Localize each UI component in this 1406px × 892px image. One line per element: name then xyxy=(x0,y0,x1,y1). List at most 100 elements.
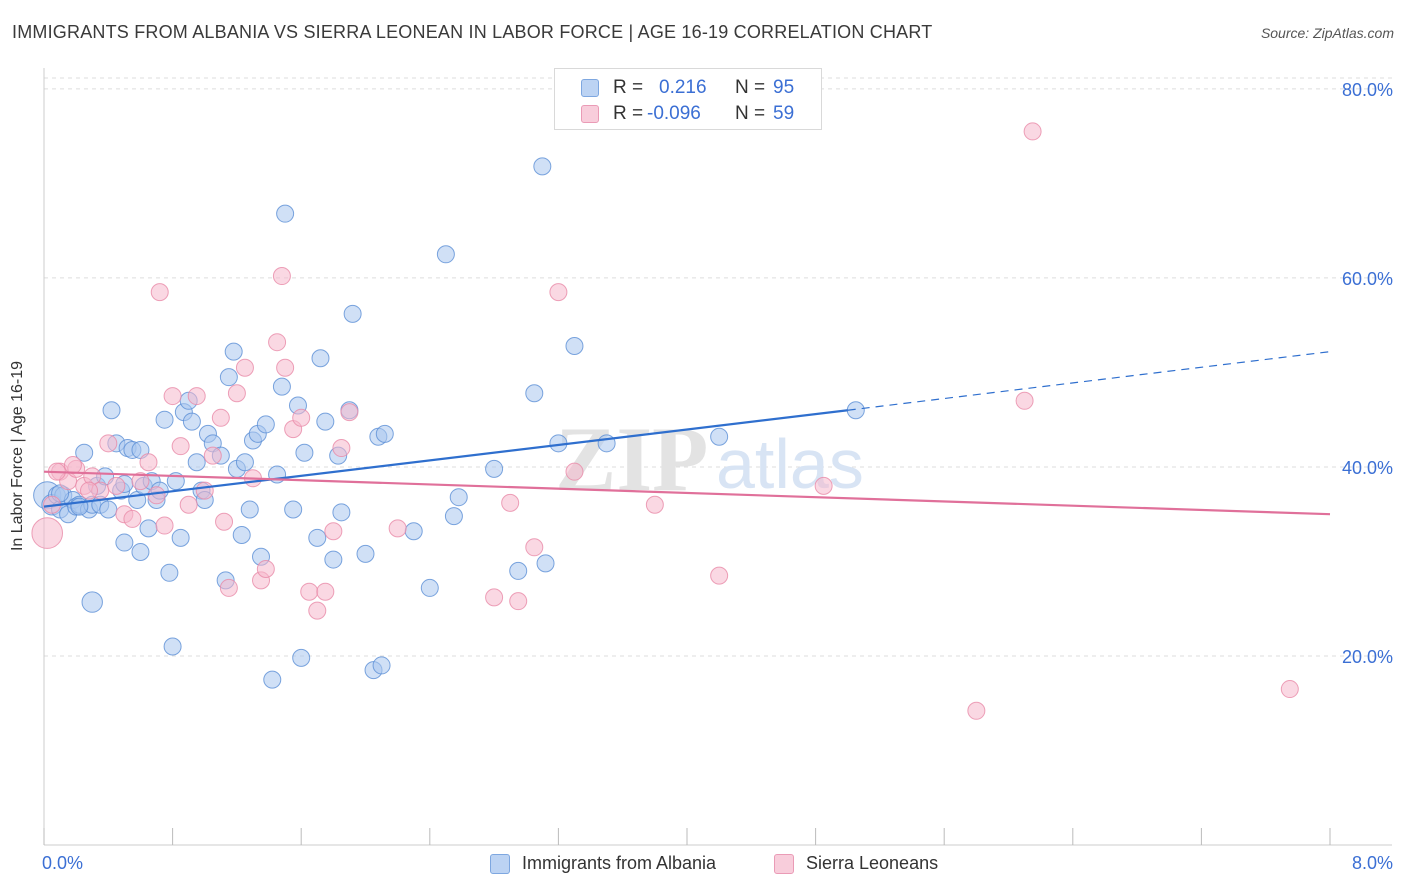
sierra-leone-point xyxy=(31,517,64,549)
sierra-leone-point xyxy=(150,283,169,302)
sierra-leone-point xyxy=(131,472,150,491)
albania-point xyxy=(565,336,584,355)
albania-point xyxy=(444,507,463,526)
albania-point xyxy=(139,519,158,538)
sierra-leone-point xyxy=(509,592,528,611)
albania-point xyxy=(356,544,375,563)
sierra-leone-point xyxy=(163,387,182,406)
sierra-leone-point xyxy=(324,522,343,541)
y-tick-label: 40.0% xyxy=(1342,458,1393,478)
albania-point xyxy=(292,648,311,667)
sierra-leone-point xyxy=(316,582,335,601)
legend-r-label: R = xyxy=(613,103,644,124)
sierra-leone-point xyxy=(179,495,198,514)
legend-swatch-blue xyxy=(581,79,599,97)
legend-n-label: N = xyxy=(735,103,766,124)
y-axis-label: In Labor Force | Age 16-19 xyxy=(9,360,26,552)
watermark-atlas: atlas xyxy=(716,425,864,503)
albania-point xyxy=(182,412,201,431)
watermark-zip: ZIP xyxy=(555,408,708,510)
sierra-leone-point xyxy=(80,481,99,500)
sierra-leone-point xyxy=(645,495,664,514)
albania-point xyxy=(316,412,335,431)
albania-point xyxy=(224,342,243,361)
sierra-leone-point xyxy=(63,456,82,475)
trend-lines xyxy=(43,351,1331,516)
x-tick-label: 0.0% xyxy=(42,853,83,873)
albania-point xyxy=(187,453,206,472)
sierra-leone-point xyxy=(1023,122,1042,141)
sierra-leone-point xyxy=(171,437,190,456)
axes xyxy=(43,68,1392,846)
albania-point xyxy=(272,377,291,396)
albania-point xyxy=(163,637,182,656)
sierra-leone-point xyxy=(967,701,986,720)
albania-point xyxy=(276,204,295,223)
sierra-leone-point xyxy=(107,476,126,495)
sierra-leone-point xyxy=(211,408,230,427)
albania-point xyxy=(308,528,327,547)
y-tick-label: 60.0% xyxy=(1342,269,1393,289)
sierra-leone-point xyxy=(187,387,206,406)
albania-point xyxy=(219,368,238,387)
legend-label-sierra-leone: Sierra Leoneans xyxy=(806,853,939,873)
sierra-leone-point xyxy=(525,538,544,557)
albania-point xyxy=(155,410,174,429)
albania-point xyxy=(99,500,118,519)
y-tick-label: 20.0% xyxy=(1342,647,1393,667)
albania-point xyxy=(536,554,555,573)
albania-point xyxy=(710,427,729,446)
legend-n-label: N = xyxy=(735,77,766,98)
legend-r-value: 0.216 xyxy=(659,77,707,98)
albania-point xyxy=(81,591,103,613)
albania-point xyxy=(232,526,251,544)
albania-point xyxy=(160,563,179,582)
sierra-leone-point xyxy=(123,509,142,528)
sierra-leone-point xyxy=(219,578,238,597)
legend-r-label: R = xyxy=(613,77,644,98)
tick-labels: 20.0% 40.0% 60.0% 80.0% 0.0% 8.0% xyxy=(42,80,1393,873)
sierra-leone-point xyxy=(340,403,359,422)
legend-swatch-pink xyxy=(581,105,599,123)
sierra-leone-point xyxy=(1015,391,1034,410)
albania-point xyxy=(263,670,282,689)
sierra-leone-point xyxy=(814,476,833,495)
sierra-leone-point xyxy=(227,384,246,403)
legend-swatch-pink xyxy=(774,854,794,874)
sierra-leone-point xyxy=(485,588,504,607)
sierra-leone-point xyxy=(268,333,287,352)
albania-point xyxy=(404,522,423,541)
albania-point xyxy=(311,349,330,368)
sierra-leone-point xyxy=(308,601,327,620)
sierra-leone-point xyxy=(501,493,520,512)
albania-point xyxy=(343,304,362,323)
chart-title: IMMIGRANTS FROM ALBANIA VS SIERRA LEONEA… xyxy=(12,22,933,42)
albania-point xyxy=(295,443,314,462)
albania-point xyxy=(102,401,121,420)
albania-point xyxy=(375,424,394,443)
albania-point xyxy=(256,415,275,434)
albania-point xyxy=(372,656,391,675)
sierra-leone-point xyxy=(300,582,319,601)
albania-point xyxy=(171,528,190,547)
albania-point xyxy=(324,550,343,569)
legend-r-value: -0.096 xyxy=(647,103,701,124)
albania-point xyxy=(115,533,134,552)
sierra-leone-point xyxy=(99,434,118,453)
source-label: Source: ZipAtlas.com xyxy=(1260,25,1394,41)
legend-n-value: 59 xyxy=(773,103,795,124)
legend-swatch-blue xyxy=(490,854,510,874)
albania-trend-line xyxy=(43,409,848,508)
albania-point xyxy=(420,578,439,597)
legend-label-albania: Immigrants from Albania xyxy=(522,853,717,873)
sierra-leone-point xyxy=(388,519,407,538)
albania-point xyxy=(332,503,351,522)
legend-n-value: 95 xyxy=(773,77,795,98)
sierra-leone-point xyxy=(195,481,214,500)
sierra-leone-point xyxy=(549,283,568,302)
albania-point xyxy=(436,245,455,264)
albania-point xyxy=(235,453,254,472)
sierra-leone-point xyxy=(276,358,295,377)
albania-point xyxy=(75,443,94,462)
